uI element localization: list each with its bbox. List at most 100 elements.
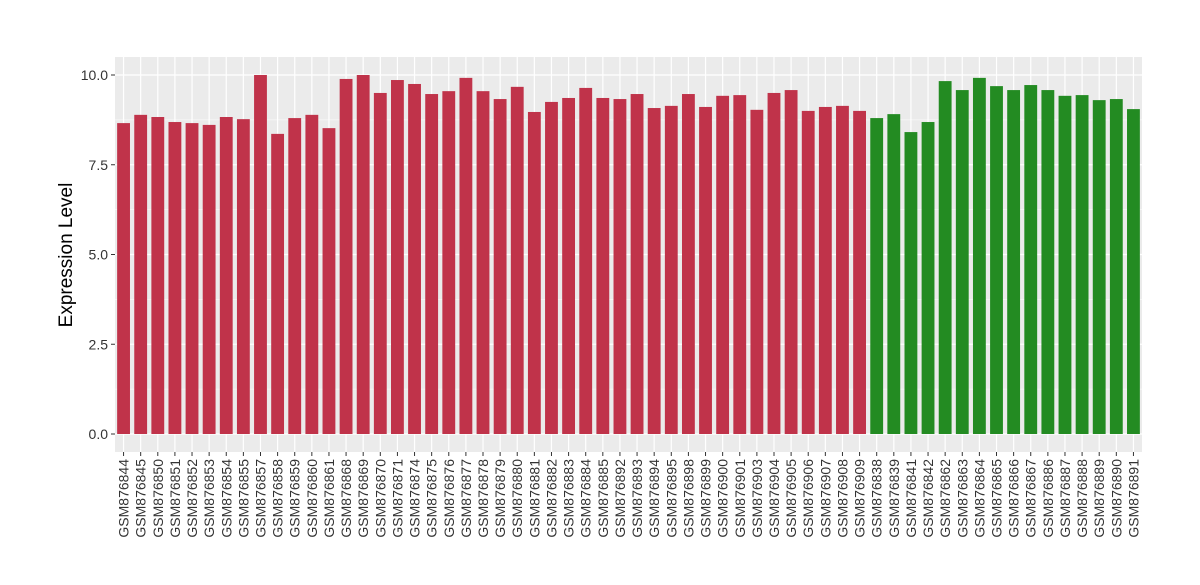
bar (801, 110, 815, 435)
bar (219, 117, 233, 435)
x-tick-label: GSM876900 (715, 459, 731, 538)
bar (288, 118, 302, 434)
x-tick-label: GSM876906 (800, 459, 816, 538)
bar (185, 123, 199, 434)
x-tick-label: GSM876858 (270, 459, 286, 538)
x-tick-label: GSM876899 (698, 459, 714, 538)
x-tick-label: GSM876863 (954, 459, 970, 538)
bar (356, 75, 370, 434)
bar (664, 105, 678, 435)
x-tick-label: GSM876892 (612, 459, 628, 538)
x-tick-label: GSM876887 (1057, 459, 1073, 538)
bar (818, 106, 832, 435)
bar (938, 81, 952, 434)
x-tick-label: GSM876885 (595, 459, 611, 538)
bar (681, 94, 695, 434)
x-tick-label: GSM876857 (253, 459, 269, 538)
bar (442, 91, 456, 434)
bar (904, 132, 918, 434)
x-tick-label: GSM876876 (441, 459, 457, 538)
x-axis: GSM876844 GSM876845 GSM876850 GSM876851 GSM8… (116, 452, 1141, 538)
x-tick-label: GSM876882 (544, 459, 560, 538)
x-tick-label: GSM876894 (646, 459, 662, 538)
x-tick-label: GSM876874 (407, 459, 423, 538)
bar (527, 111, 541, 435)
x-tick-label: GSM876908 (835, 459, 851, 538)
bar (168, 122, 182, 435)
bar (545, 101, 558, 435)
x-tick-label: GSM876864 (971, 459, 987, 538)
y-tick-label: 10.0 (81, 67, 108, 83)
x-tick-label: GSM876877 (458, 459, 474, 538)
bar (870, 118, 884, 434)
x-tick-label: GSM876860 (304, 459, 320, 538)
bar (391, 80, 404, 434)
bar (271, 133, 285, 434)
x-tick-label: GSM876844 (116, 459, 132, 538)
x-tick-label: GSM876854 (218, 459, 234, 538)
bar (630, 94, 644, 434)
bar (750, 109, 764, 434)
x-tick-label: GSM876884 (578, 459, 594, 538)
bar (596, 97, 610, 434)
y-tick-label: 5.0 (89, 247, 109, 263)
bar (1058, 95, 1072, 435)
x-tick-label: GSM876871 (389, 459, 405, 538)
x-tick-label: GSM876862 (937, 459, 953, 538)
bar (955, 90, 969, 434)
x-tick-label: GSM876879 (492, 459, 508, 538)
x-tick-label: GSM876889 (1091, 459, 1107, 538)
x-tick-label: GSM876898 (680, 459, 696, 538)
y-axis: 0.0 2.5 5.0 7.5 10.0 (81, 67, 115, 442)
bar (305, 114, 319, 434)
x-tick-label: GSM876839 (886, 459, 902, 538)
bar (1109, 99, 1123, 434)
bar (613, 99, 627, 434)
y-tick-label: 2.5 (89, 336, 109, 352)
x-tick-label: GSM876852 (184, 459, 200, 538)
x-tick-label: GSM876907 (817, 459, 833, 538)
x-tick-label: GSM876878 (475, 459, 491, 538)
x-tick-label: GSM876888 (1074, 459, 1090, 538)
bar (1127, 109, 1140, 434)
bar (459, 77, 473, 434)
x-tick-label: GSM876866 (1006, 459, 1022, 538)
x-tick-label: GSM876901 (732, 459, 748, 538)
x-tick-label: GSM876838 (869, 459, 885, 538)
bar (716, 95, 730, 435)
x-tick-label: GSM876869 (355, 459, 371, 538)
bar (254, 75, 267, 434)
bar (1007, 90, 1021, 434)
bar (151, 117, 165, 435)
x-tick-label: GSM876905 (783, 459, 799, 538)
bar (510, 86, 524, 435)
y-tick-label: 0.0 (89, 426, 109, 442)
x-tick-label: GSM876845 (133, 459, 149, 538)
x-tick-label: GSM876893 (629, 459, 645, 538)
bar (784, 90, 798, 434)
bar (408, 83, 421, 434)
x-tick-label: GSM876853 (201, 459, 217, 538)
bars (117, 75, 1140, 435)
x-tick-label: GSM876842 (920, 459, 936, 538)
bar (117, 123, 130, 434)
bar (202, 124, 216, 434)
bar (921, 122, 935, 435)
bar (699, 106, 712, 435)
bar (1024, 85, 1038, 434)
y-axis-label: Expression Level (56, 183, 77, 328)
bar (990, 86, 1003, 434)
bar (579, 87, 593, 434)
bar (339, 78, 353, 434)
bar (853, 110, 866, 435)
x-tick-label: GSM876875 (424, 459, 440, 538)
bar (493, 99, 507, 434)
x-tick-label: GSM876841 (903, 459, 919, 538)
x-tick-label: GSM876867 (1023, 459, 1039, 538)
bar (134, 114, 148, 434)
bar (836, 105, 849, 435)
bar (322, 128, 336, 434)
x-tick-label: GSM876904 (766, 459, 782, 538)
x-tick-label: GSM876909 (852, 459, 868, 538)
